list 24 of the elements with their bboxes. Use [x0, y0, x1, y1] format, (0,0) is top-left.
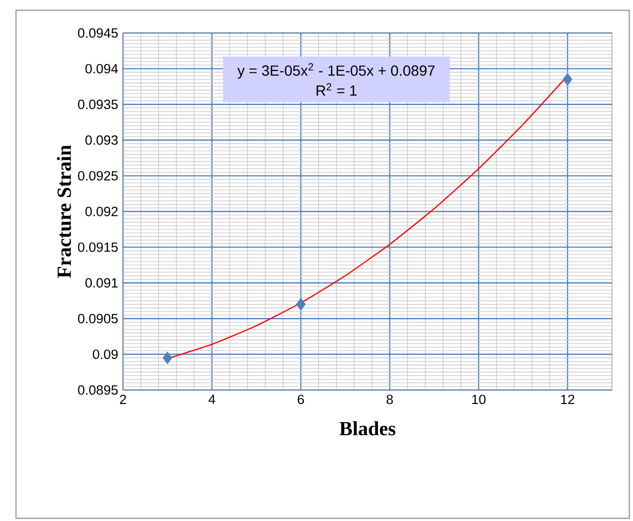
annotation: R$^{2}$ = 1: [316, 83, 357, 96]
x-tick-label: 12: [561, 394, 574, 404]
y-axis-title: Fracture Strain: [56, 145, 72, 278]
y-tick-label: 0.0905: [78, 314, 118, 324]
x-tick-label: 4: [208, 394, 216, 404]
y-tick-label: 0.0945: [78, 28, 118, 38]
y-tick-label: 0.094: [85, 64, 118, 74]
y-tick-label: 0.091: [85, 278, 118, 288]
y-tick-label: 0.092: [85, 206, 118, 216]
y-tick-label: 0.0925: [78, 171, 118, 181]
y-tick-label: 0.0895: [78, 385, 118, 395]
point: [562, 73, 572, 86]
y-tick-label: 0.093: [85, 135, 118, 145]
y-tick-label: 0.0915: [78, 242, 118, 252]
x-tick-label: 2: [120, 394, 126, 404]
x-axis-title: Blades: [339, 421, 396, 436]
x-tick-label: 6: [298, 394, 304, 404]
point: [296, 298, 306, 311]
point: [162, 352, 172, 364]
y-tick-label: 0.09: [92, 350, 118, 360]
x-tick-label: 10: [472, 394, 486, 404]
x-tick-label: 8: [386, 394, 393, 404]
annotation: y = 3E-05x$^{2}$ - 1E-05x + 0.0897: [237, 63, 435, 79]
y-tick-label: 0.0935: [78, 100, 118, 110]
